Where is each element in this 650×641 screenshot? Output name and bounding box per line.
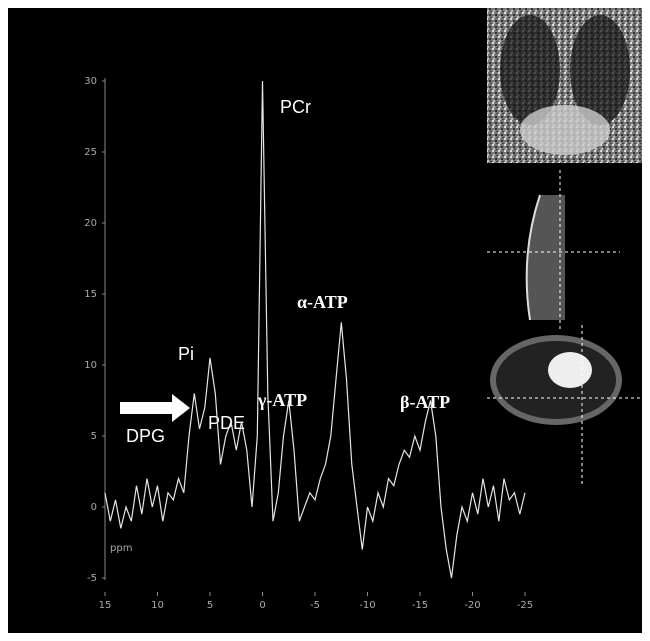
x-tick-label: -10 <box>359 600 375 611</box>
x-tick-label: 0 <box>259 600 265 611</box>
x-tick-label: -15 <box>412 600 428 611</box>
spectrum-line <box>104 80 526 579</box>
mri-coronal <box>487 8 642 163</box>
annotation: β-ATP <box>400 392 450 412</box>
x-tick-label: -25 <box>517 600 533 611</box>
y-tick-label: 5 <box>91 431 97 442</box>
x-tick-label: 15 <box>99 600 112 611</box>
x-tick-label: -5 <box>310 600 320 611</box>
annotation: Pi <box>178 344 194 364</box>
x-tick-label: -20 <box>464 600 480 611</box>
y-tick-label: 15 <box>84 289 97 300</box>
y-tick-label: 25 <box>84 147 97 158</box>
mri-sagittal <box>487 170 620 330</box>
annotation: γ-ATP <box>257 390 307 410</box>
annotation: PCr <box>280 97 311 117</box>
y-tick-label: 30 <box>84 76 97 87</box>
y-tick-label: -5 <box>87 573 97 584</box>
x-tick-label: 10 <box>151 600 164 611</box>
x-tick-label: 5 <box>207 600 213 611</box>
y-tick-label: 20 <box>84 218 97 229</box>
y-tick-label: 0 <box>91 502 97 513</box>
arrow <box>120 394 190 422</box>
annotation: DPG <box>126 426 165 446</box>
y-tick-label: 10 <box>84 360 97 371</box>
x-axis-label: ppm <box>110 543 132 554</box>
mri-axial <box>487 325 642 485</box>
annotation: α-ATP <box>297 292 348 312</box>
